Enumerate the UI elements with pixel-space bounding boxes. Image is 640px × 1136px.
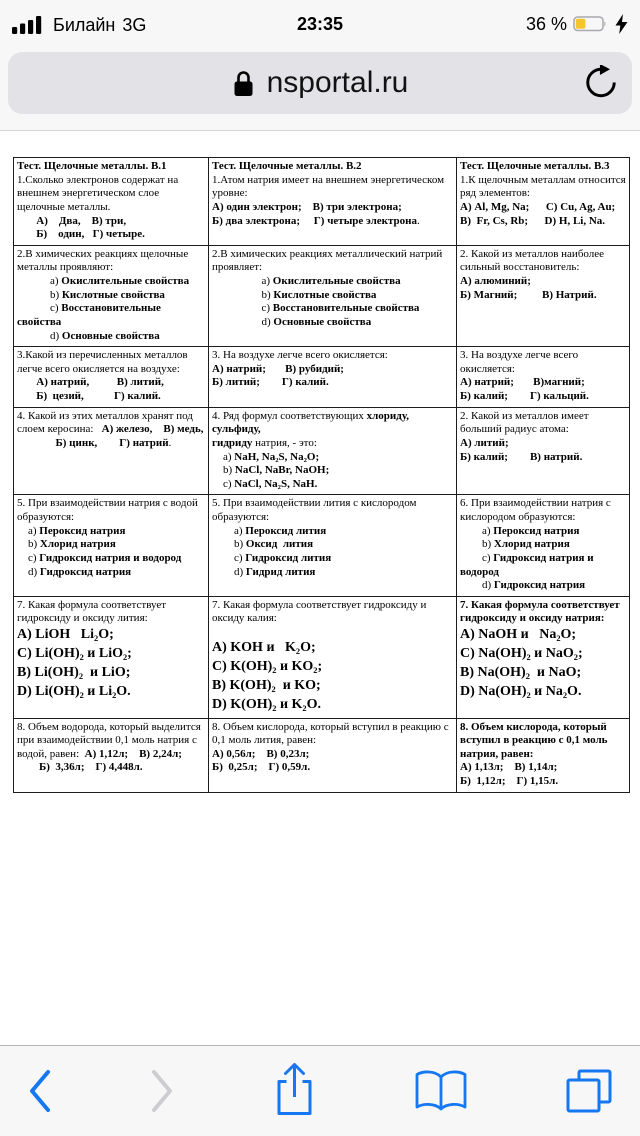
signal-strength-icon <box>12 15 42 34</box>
table-cell: 8. Объем кислорода, который вступил в ре… <box>208 717 457 793</box>
safari-top-chrome: Билайн 3G 23:35 36 % <box>0 0 640 131</box>
table-cell: 2. Какой из металлов наиболее сильный во… <box>456 244 630 348</box>
table-row: 7. Какая формула соответствует гидроксид… <box>13 595 630 719</box>
bookmarks-icon <box>415 1070 467 1111</box>
table-cell: 6. При взаимодействии натрия с кислородо… <box>456 494 630 597</box>
table-row: 8. Объем водорода, который выделится при… <box>13 717 630 793</box>
charging-bolt-icon <box>615 14 628 34</box>
battery-percent: 36 % <box>525 13 567 34</box>
table-cell: Тест. Щелочные металлы. В.3 1.К щелочным … <box>456 157 630 246</box>
table-cell: 2. Какой из металлов имеет больший радиу… <box>456 406 630 496</box>
reload-icon <box>586 63 616 98</box>
table-row: 4. Какой из этих металлов хранят под сло… <box>13 406 630 496</box>
status-right: 36 % <box>526 14 628 35</box>
status-bar: Билайн 3G 23:35 36 % <box>0 4 640 44</box>
table-cell: 4. Ряд формул соответствующих хлориду, с… <box>208 406 457 496</box>
table-cell: 3. На воздухе легче всего окисляется: А) … <box>208 346 457 408</box>
status-left: Билайн 3G <box>12 14 146 35</box>
test-table: Тест. Щелочные металлы. В.1 1.Сколько эле… <box>13 157 630 793</box>
table-cell: 8. Объем кислорода, который вступил в ре… <box>456 717 630 793</box>
bookmarks-button[interactable] <box>412 1067 470 1115</box>
share-button[interactable] <box>271 1060 318 1122</box>
web-page-content: Тест. Щелочные металлы. В.1 1.Сколько эле… <box>0 157 640 793</box>
table-row: 2.В химических реакциях щелочные металлы… <box>13 244 630 348</box>
bottom-toolbar <box>0 1045 640 1136</box>
table-cell: 7. Какая формула соответствует гидроксид… <box>208 595 457 719</box>
table-cell: 5. При взаимодействии лития с кислородом… <box>208 494 457 597</box>
table-row: 3.Какой из перечисленных металлов легче … <box>13 346 630 408</box>
share-icon <box>277 1063 311 1115</box>
table-cell: Тест. Щелочные металлы. В.1 1.Сколько эле… <box>13 157 209 246</box>
table-cell: 3.Какой из перечисленных металлов легче … <box>13 346 209 408</box>
table-cell: 7. Какая формула соответствует гидроксид… <box>456 595 630 719</box>
reload-button[interactable] <box>583 63 619 101</box>
forward-button[interactable] <box>148 1068 176 1114</box>
url-text: nsportal.ru <box>266 66 409 99</box>
table-cell: 8. Объем водорода, который выделится при… <box>13 717 209 793</box>
table-cell: 3. На воздухе легче всего окисляется: А) … <box>456 346 630 408</box>
address-bar[interactable]: nsportal.ru <box>8 52 632 114</box>
carrier-label: Билайн <box>53 14 116 35</box>
battery-icon <box>573 16 606 32</box>
url-bar-area: nsportal.ru <box>0 44 640 114</box>
table-cell: 2.В химических реакциях металлический на… <box>208 244 457 348</box>
table-cell: 2.В химических реакциях щелочные металлы… <box>13 244 209 348</box>
test-table-body: Тест. Щелочные металлы. В.1 1.Сколько эле… <box>13 157 630 793</box>
table-cell: Тест. Щелочные металлы. В.2 1.Атом натрия… <box>208 157 457 246</box>
forward-icon <box>152 1070 173 1112</box>
table-cell: 7. Какая формула соответствует гидроксид… <box>13 595 209 719</box>
table-row: 5. При взаимодействии натрия с водой обр… <box>13 494 630 597</box>
tabs-icon <box>566 1069 612 1113</box>
table-cell: 5. При взаимодействии натрия с водой обр… <box>13 494 209 597</box>
lock-icon <box>234 70 253 96</box>
table-row: Тест. Щелочные металлы. В.1 1.Сколько эле… <box>13 157 630 246</box>
back-button[interactable] <box>26 1068 54 1114</box>
tabs-button[interactable] <box>564 1067 614 1115</box>
network-type-label: 3G <box>122 14 147 35</box>
back-icon <box>30 1070 50 1112</box>
table-cell: 4. Какой из этих металлов хранят под сло… <box>13 406 209 496</box>
